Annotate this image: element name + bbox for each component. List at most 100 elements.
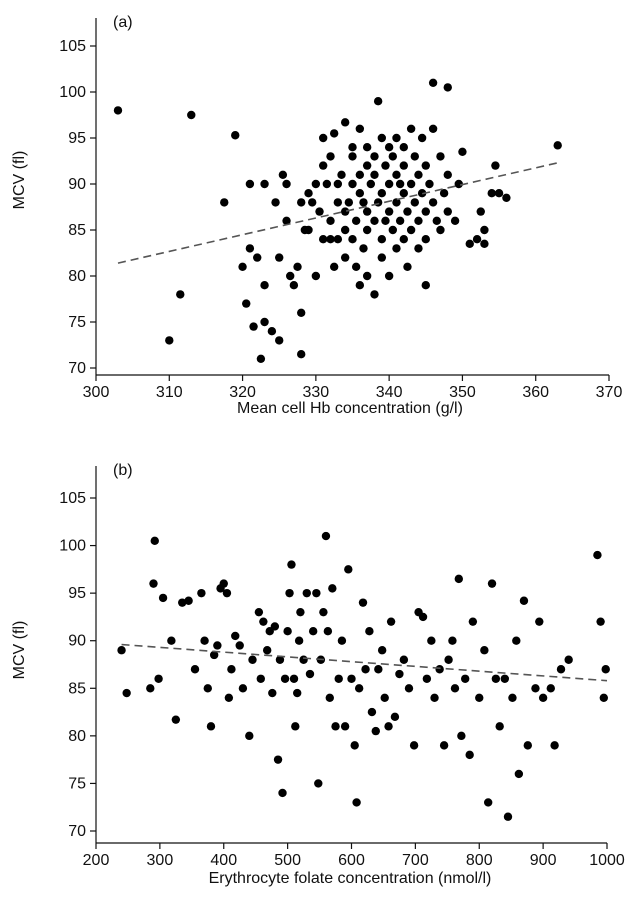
data-point-b	[235, 641, 244, 650]
data-point-a	[362, 207, 372, 216]
data-point-a	[355, 281, 365, 290]
data-point-b	[365, 627, 374, 636]
data-point-a	[282, 179, 291, 189]
y-tick-label-a: 100	[59, 84, 86, 101]
x-ticks-a: 300 310 320 330 340 350 360 370	[83, 375, 623, 401]
data-point-b	[395, 669, 404, 679]
data-point-a	[370, 170, 379, 179]
data-point-a	[370, 216, 379, 225]
data-point-b	[314, 779, 323, 788]
data-point-b	[149, 579, 158, 588]
data-point-b	[238, 684, 248, 693]
data-point-a	[329, 129, 339, 138]
data-point-b	[200, 636, 209, 645]
panel-label-a: (a)	[113, 14, 133, 31]
x-tick-label-a: 340	[376, 384, 403, 401]
data-point-a	[370, 152, 379, 161]
data-point-a	[377, 133, 387, 143]
data-point-a	[406, 124, 416, 133]
data-point-a	[275, 336, 284, 345]
data-points-a	[113, 78, 562, 363]
data-point-b	[514, 769, 524, 779]
scatter-panel-b: 70 75 80 85 90 95 100 105 200 300 400 500 600 700 800…	[11, 462, 625, 887]
y-tick-label-a: 105	[59, 38, 86, 55]
data-point-a	[406, 179, 416, 189]
data-point-a	[377, 253, 387, 262]
data-point-b	[331, 722, 340, 731]
data-point-a	[381, 216, 390, 225]
panel-label-b: (b)	[113, 462, 133, 479]
data-point-b	[337, 636, 347, 645]
data-point-b	[209, 650, 219, 660]
data-point-a	[278, 170, 288, 179]
y-axis-title-a: MCV (fl)	[11, 151, 28, 210]
data-point-b	[270, 622, 280, 631]
data-point-b	[556, 665, 566, 674]
data-point-b	[280, 674, 290, 683]
data-point-a	[318, 235, 328, 244]
data-point-a	[439, 189, 449, 198]
data-point-a	[436, 152, 445, 161]
data-point-a	[351, 262, 361, 271]
data-point-a	[458, 147, 467, 156]
data-point-b	[296, 607, 305, 617]
data-point-b	[278, 788, 287, 798]
data-point-a	[373, 97, 383, 106]
trend-line-a	[117, 162, 558, 264]
data-point-a	[362, 143, 372, 152]
data-point-a	[392, 198, 401, 207]
data-point-b	[167, 636, 176, 645]
data-point-b	[601, 665, 610, 674]
data-point-a	[395, 179, 405, 189]
x-tick-label-a: 370	[596, 384, 623, 401]
data-point-b	[231, 631, 240, 641]
data-point-a	[443, 170, 452, 179]
data-point-b	[465, 750, 474, 760]
data-point-a	[271, 198, 280, 207]
data-point-a	[362, 161, 372, 170]
data-point-a	[399, 161, 408, 170]
data-point-a	[245, 179, 255, 189]
data-point-a	[399, 189, 408, 198]
data-point-b	[503, 812, 513, 821]
data-point-b	[268, 688, 277, 698]
data-point-b	[454, 574, 464, 584]
data-point-a	[454, 179, 463, 189]
data-point-b	[430, 693, 439, 702]
data-point-b	[150, 536, 159, 546]
x-tick-label-a: 350	[449, 384, 476, 401]
data-point-b	[523, 741, 532, 750]
data-point-b	[294, 636, 304, 645]
data-point-b	[299, 655, 308, 664]
data-point-b	[344, 565, 353, 574]
data-point-b	[197, 588, 206, 598]
data-point-b	[219, 579, 228, 588]
data-point-a	[253, 253, 262, 262]
data-point-b	[377, 646, 387, 655]
data-point-b	[325, 693, 334, 702]
data-point-a	[351, 216, 361, 225]
data-point-a	[465, 239, 474, 248]
data-point-a	[443, 83, 452, 92]
data-point-a	[384, 179, 394, 189]
data-point-a	[322, 179, 332, 189]
data-point-b	[487, 579, 497, 588]
y-tick-label-b: 90	[68, 633, 86, 650]
data-point-a	[403, 207, 412, 216]
y-tick-label-b: 70	[68, 823, 86, 840]
data-point-b	[468, 617, 478, 626]
plot-frame-b	[95, 466, 607, 844]
data-point-b	[321, 531, 331, 541]
data-point-a	[410, 152, 419, 161]
data-point-b	[531, 684, 540, 693]
data-point-a	[406, 225, 416, 235]
data-point-b	[190, 665, 200, 674]
data-point-a	[187, 110, 196, 120]
data-point-a	[348, 235, 357, 244]
data-point-a	[377, 189, 387, 198]
data-point-b	[352, 798, 361, 807]
y-tick-label-b: 75	[68, 775, 86, 792]
x-tick-label-a: 300	[83, 384, 110, 401]
data-point-a	[370, 290, 379, 299]
